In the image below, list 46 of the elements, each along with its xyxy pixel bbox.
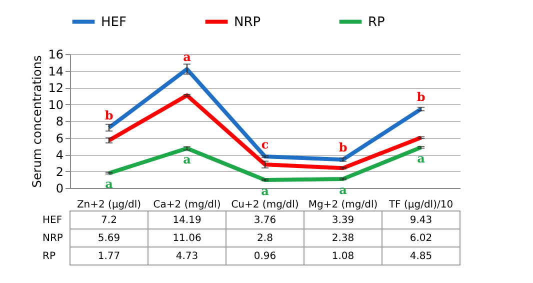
legend-label: HEF <box>101 14 126 30</box>
data-label: 2.8 <box>257 233 273 244</box>
annotation: a <box>417 151 426 166</box>
annotation: c <box>261 138 269 152</box>
y-axis-title: Serum concentrations <box>30 55 44 188</box>
data-label: 5.69 <box>98 233 120 244</box>
y-tick-label: 10 <box>48 98 64 112</box>
y-tick-label: 2 <box>56 164 64 179</box>
data-label: 11.06 <box>172 233 202 244</box>
y-tick-label: 0 <box>56 182 64 196</box>
text: HEF <box>42 215 62 226</box>
x-tick-label: TF (µg/dl)/10 <box>388 200 454 210</box>
legend-label: NRP <box>234 14 261 30</box>
data-label: 6.02 <box>410 233 432 244</box>
y-tick-label: 4 <box>56 148 64 162</box>
data-label: 4.73 <box>176 251 198 262</box>
data-label: 1.77 <box>98 251 120 262</box>
legend-label: RP <box>368 14 386 30</box>
x-tick-label: Ca+2 (mg/dl) <box>153 200 221 210</box>
data-label: 14.19 <box>172 215 202 226</box>
annotation: b <box>338 140 348 155</box>
annotation: b <box>416 90 426 104</box>
data-label: 0.96 <box>254 251 276 262</box>
text: RP <box>42 251 56 262</box>
annotation: a <box>261 184 270 198</box>
data-label: 3.76 <box>254 215 276 226</box>
x-tick-label: Mg+2 (mg/dl) <box>308 200 378 210</box>
annotation: a <box>183 50 192 64</box>
y-tick-label: 8 <box>56 114 64 128</box>
data-label: 3.39 <box>332 215 354 226</box>
text: NRP <box>42 233 63 244</box>
y-tick-label: 6 <box>56 131 64 146</box>
x-tick-label: Zn+2 (µg/dl) <box>76 200 142 210</box>
y-tick-label: 12 <box>48 81 64 95</box>
x-tick-label: Cu+2 (mg/dl) <box>231 200 299 210</box>
annotation: b <box>104 108 114 123</box>
y-tick-label: 14 <box>48 64 64 78</box>
data-label: 9.43 <box>410 215 432 226</box>
y-tick-label: 16 <box>48 48 64 62</box>
data-label: 4.85 <box>410 251 432 262</box>
annotation: a <box>339 182 348 197</box>
data-label: 1.08 <box>332 251 354 262</box>
annotation: a <box>105 177 114 192</box>
annotation: a <box>183 152 192 166</box>
data-label: 2.38 <box>332 233 354 244</box>
data-label: 7.2 <box>101 215 117 226</box>
